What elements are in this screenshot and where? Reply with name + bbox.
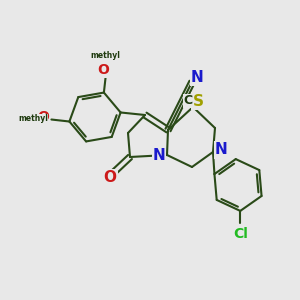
Text: S: S (193, 94, 203, 109)
Text: O: O (97, 63, 109, 76)
Text: O: O (38, 110, 49, 124)
Text: N: N (153, 148, 165, 163)
Text: methyl: methyl (19, 114, 48, 123)
Text: N: N (214, 142, 227, 158)
Text: Cl: Cl (233, 227, 248, 241)
Text: N: N (190, 70, 203, 85)
Text: methyl: methyl (90, 51, 120, 60)
Text: O: O (103, 170, 116, 185)
Text: C: C (183, 94, 193, 107)
